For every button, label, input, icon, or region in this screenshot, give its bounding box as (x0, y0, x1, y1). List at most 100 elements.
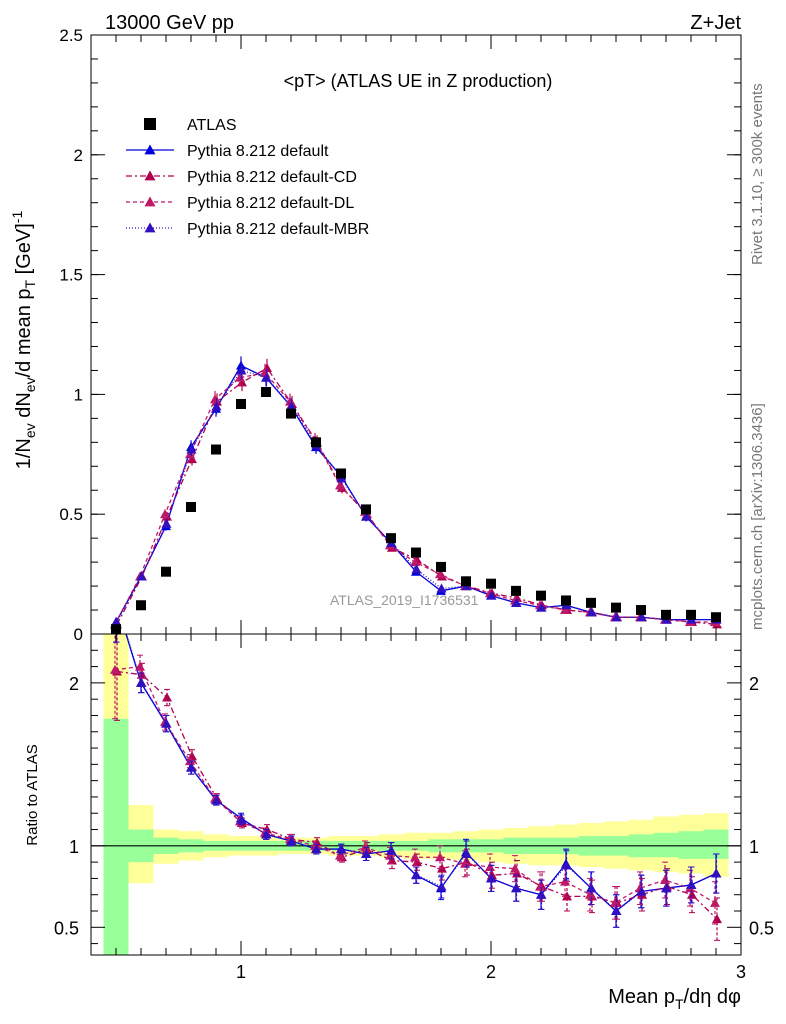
series-marker (261, 372, 272, 382)
ratio-marker (186, 762, 197, 772)
series-marker (586, 607, 597, 617)
series-marker (335, 480, 345, 490)
ratio-marker (485, 862, 495, 872)
series-line (114, 372, 715, 625)
series-marker (410, 557, 420, 567)
ratio-marker (460, 858, 470, 868)
svg-text:Mean pT/dη dφ: Mean pT/dη dφ (608, 986, 741, 1012)
ratio-marker (586, 883, 597, 893)
series-marker (235, 372, 245, 382)
data-point-marker (286, 408, 296, 419)
ratio-marker (610, 897, 620, 907)
ratio-marker (687, 889, 697, 899)
legend-label: Pythia 8.212 default-CD (187, 169, 357, 186)
rivet-version-label: Rivet 3.1.10, ≥ 300k events (749, 83, 766, 265)
series-marker (636, 612, 647, 622)
legend-marker (144, 196, 156, 207)
data-point-marker (686, 609, 696, 620)
ratio-y-axis-label: Ratio to ATLAS (24, 744, 41, 845)
data-point-marker (486, 578, 496, 589)
data-point-marker (611, 602, 621, 613)
ratio-marker (585, 889, 595, 899)
series-marker (536, 602, 547, 612)
ratio-marker (261, 829, 272, 839)
top-y-tick-label: 2.5 (59, 26, 83, 45)
top-y-tick-label: 1 (74, 385, 83, 404)
ratio-marker (536, 889, 547, 899)
uncertainty-band-stat (103, 718, 129, 955)
series-marker (161, 518, 172, 528)
ratio-marker (162, 692, 172, 702)
legend-marker (144, 144, 156, 155)
ratio-y-tick-label-right: 2 (749, 674, 759, 694)
x-tick-label: 2 (486, 962, 496, 982)
ratio-marker (336, 844, 347, 854)
ratio-marker (511, 883, 522, 893)
legend-marker (144, 118, 156, 130)
series-marker (111, 617, 122, 627)
ratio-marker (411, 870, 422, 880)
ratio-marker (236, 814, 247, 824)
ratio-marker (286, 835, 297, 845)
data-point-marker (261, 387, 271, 398)
series-marker (361, 511, 372, 521)
ratio-frame (90, 633, 742, 956)
legend-label: Pythia 8.212 default-DL (187, 195, 354, 212)
data-point-marker (411, 547, 421, 558)
top-y-axis-label: 1/Nev dNev/d mean pT [GeV]-1 (9, 211, 38, 470)
series-marker (160, 509, 170, 519)
series-marker (511, 597, 522, 607)
ratio-marker (660, 875, 670, 885)
header-right-label: Z+Jet (690, 12, 741, 34)
legend-marker (144, 170, 156, 181)
series-marker (210, 394, 220, 404)
top-y-tick-label: 2 (74, 146, 83, 165)
data-point-marker (236, 398, 246, 409)
x-axis-label: Mean pT/dη dφ (608, 986, 741, 1012)
ratio-marker (311, 844, 322, 854)
mcplots-label: mcplots.cern.ch [arXiv:1306.3436] (749, 403, 766, 630)
ratio-marker (211, 795, 222, 805)
data-point-marker (711, 612, 721, 623)
ratio-marker (136, 677, 147, 687)
series-marker (136, 571, 147, 581)
svg-text:1/Nev dNev/d mean pT [GeV]-1: 1/Nev dNev/d mean pT [GeV]-1 (9, 211, 38, 470)
ratio-marker (661, 883, 672, 893)
top-panel: <pT> (ATLAS UE in Z production) ATLAS_20… (9, 26, 742, 644)
analysis-watermark: ATLAS_2019_I1736531 (330, 592, 479, 608)
legend-label: Pythia 8.212 default-MBR (187, 221, 369, 238)
top-y-tick-label: 1.5 (59, 266, 83, 285)
series-line (115, 364, 716, 623)
series-marker (611, 612, 622, 622)
series-marker (436, 583, 447, 593)
data-point-marker (211, 444, 221, 455)
chart-title: <pT> (ATLAS UE in Z production) (284, 71, 553, 91)
ratio-y-tick-label-right: 0.5 (749, 918, 774, 938)
ratio-marker (561, 860, 572, 870)
data-point-marker (136, 600, 146, 611)
top-y-tick-label: 0 (74, 625, 83, 644)
data-point-marker (361, 504, 371, 515)
ratio-marker (135, 661, 145, 671)
series-marker (286, 401, 297, 411)
header-left-label: 13000 GeV pp (105, 12, 234, 34)
ratio-y-tick-label-right: 1 (749, 837, 759, 857)
series-marker (560, 605, 570, 615)
uncertainty-band-stat (678, 831, 704, 859)
ratio-marker (636, 886, 647, 896)
ratio-marker (410, 852, 420, 862)
x-tick-label: 3 (736, 962, 746, 982)
data-point-marker (561, 595, 571, 606)
ratio-marker (510, 863, 520, 873)
data-point-marker (636, 605, 646, 616)
data-point-marker (461, 576, 471, 587)
legend-label: Pythia 8.212 default (187, 143, 329, 160)
ratio-y-tick-label: 0.5 (54, 918, 79, 938)
series-line (116, 367, 718, 626)
ratio-marker (111, 596, 121, 605)
data-point-marker (511, 585, 521, 596)
ratio-marker (560, 876, 570, 886)
ratio-marker (712, 914, 722, 924)
ratio-marker (112, 596, 122, 605)
